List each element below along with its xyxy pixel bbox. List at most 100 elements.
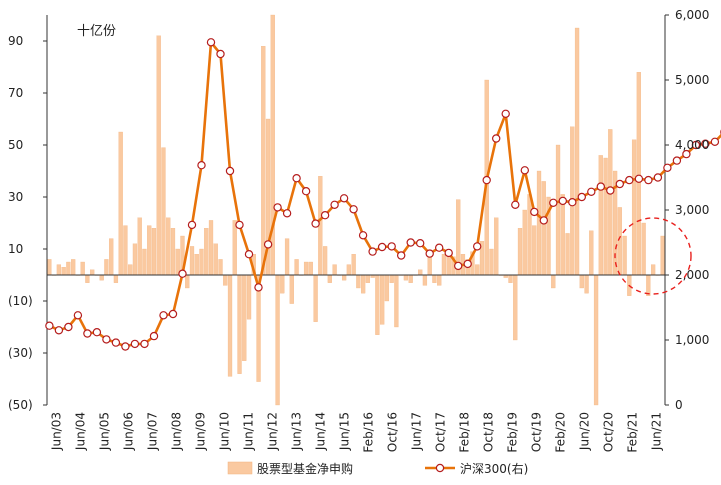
bar: [227, 274, 233, 377]
index-point: [625, 175, 634, 185]
bar: [90, 269, 95, 276]
left-tick-label: 30: [8, 190, 23, 204]
bar: [175, 248, 180, 276]
left-tick-label: 10: [8, 242, 23, 256]
x-tick-label: Jun/13: [290, 412, 304, 451]
index-point: [710, 137, 720, 146]
bar: [147, 225, 152, 276]
legend-line-marker: [435, 463, 445, 473]
bar: [280, 274, 285, 294]
index-point: [596, 182, 606, 191]
bar: [246, 274, 252, 320]
index-point: [358, 231, 368, 240]
index-point: [387, 242, 396, 251]
index-point: [482, 175, 491, 185]
index-point: [301, 186, 311, 196]
index-point: [454, 261, 463, 271]
index-point: [197, 160, 206, 170]
x-tick-label: Jun/14: [314, 412, 328, 451]
bar: [494, 217, 499, 276]
x-tick-label: Oct/18: [482, 412, 496, 452]
legend-line-label: 沪深300(右): [460, 461, 528, 476]
x-tick-label: Oct/17: [434, 412, 448, 452]
right-tick-label: 0: [675, 398, 683, 412]
legend: 股票型基金净申购 沪深300(右): [227, 461, 528, 476]
index-point: [435, 243, 444, 252]
index-point: [73, 311, 83, 320]
index-point: [416, 238, 425, 248]
bar: [80, 261, 85, 276]
index-point: [377, 242, 387, 252]
index-point: [159, 311, 168, 320]
x-tick-label: Feb/19: [506, 412, 520, 453]
bar: [47, 259, 52, 276]
bar: [275, 274, 280, 406]
bar: [360, 274, 366, 294]
index-point: [406, 238, 415, 247]
bar: [232, 220, 237, 276]
index-point: [501, 109, 510, 119]
index-point: [691, 140, 701, 150]
bar: [56, 264, 62, 276]
index-point: [225, 166, 235, 176]
bar: [574, 27, 580, 276]
index-point: [92, 328, 102, 337]
index-point: [349, 205, 358, 214]
bar: [646, 274, 651, 296]
bar: [142, 248, 147, 276]
bar: [384, 274, 390, 302]
index-point: [168, 309, 178, 319]
bar: [242, 274, 247, 361]
index-point: [558, 196, 568, 206]
x-tick-label: Jun/20: [578, 412, 592, 451]
left-tick-label: (50): [8, 398, 33, 412]
index-point: [320, 210, 330, 220]
bar: [204, 228, 209, 276]
right-tick-label: 3,000: [675, 203, 709, 217]
index-point: [330, 200, 339, 209]
left-tick-label: (30): [8, 346, 33, 360]
index-point: [606, 186, 615, 195]
x-tick-label: Oct/20: [602, 412, 616, 452]
bar: [166, 217, 171, 276]
bar: [622, 235, 627, 276]
bar: [261, 46, 266, 276]
legend-bar-swatch: [227, 461, 253, 475]
bar: [313, 274, 318, 322]
x-tick-label: Jun/11: [242, 412, 256, 451]
index-point: [587, 187, 596, 196]
bar: [303, 261, 309, 276]
bar: [104, 259, 109, 276]
bar: [123, 225, 128, 276]
index-point: [244, 249, 254, 259]
bar: [380, 274, 385, 325]
index-point: [463, 259, 472, 269]
bar: [579, 274, 584, 289]
index-point: [254, 283, 263, 292]
bar: [137, 217, 142, 276]
index-point: [530, 207, 539, 217]
x-tick-label: Jun/12: [266, 412, 280, 451]
bar: [403, 274, 409, 281]
right-tick-labels: 0 1,000 2,000 3,000 4,000 5,000 6,000: [665, 8, 709, 412]
bar: [322, 246, 328, 276]
index-point: [644, 175, 653, 185]
index-point: [339, 194, 349, 203]
bar: [389, 274, 394, 283]
right-tick-label: 2,000: [675, 268, 709, 282]
x-tick-label: Feb/18: [458, 412, 472, 453]
bar: [208, 220, 214, 276]
bar: [422, 274, 428, 286]
index-point: [701, 139, 710, 148]
x-tick-labels: Jun/03 Jun/04 Jun/05 Jun/06 Jun/07 Jun/08 Jun/…: [50, 412, 664, 453]
bar: [560, 194, 565, 276]
bar: [223, 274, 228, 286]
x-tick-label: Oct/16: [386, 412, 400, 452]
index-point: [102, 335, 111, 344]
left-tick-label: (10): [8, 294, 33, 308]
index-point: [311, 219, 320, 228]
bar: [432, 274, 437, 283]
x-tick-label: Jun/03: [50, 412, 64, 451]
index-point: [216, 49, 225, 59]
right-tick-label: 6,000: [675, 8, 709, 22]
